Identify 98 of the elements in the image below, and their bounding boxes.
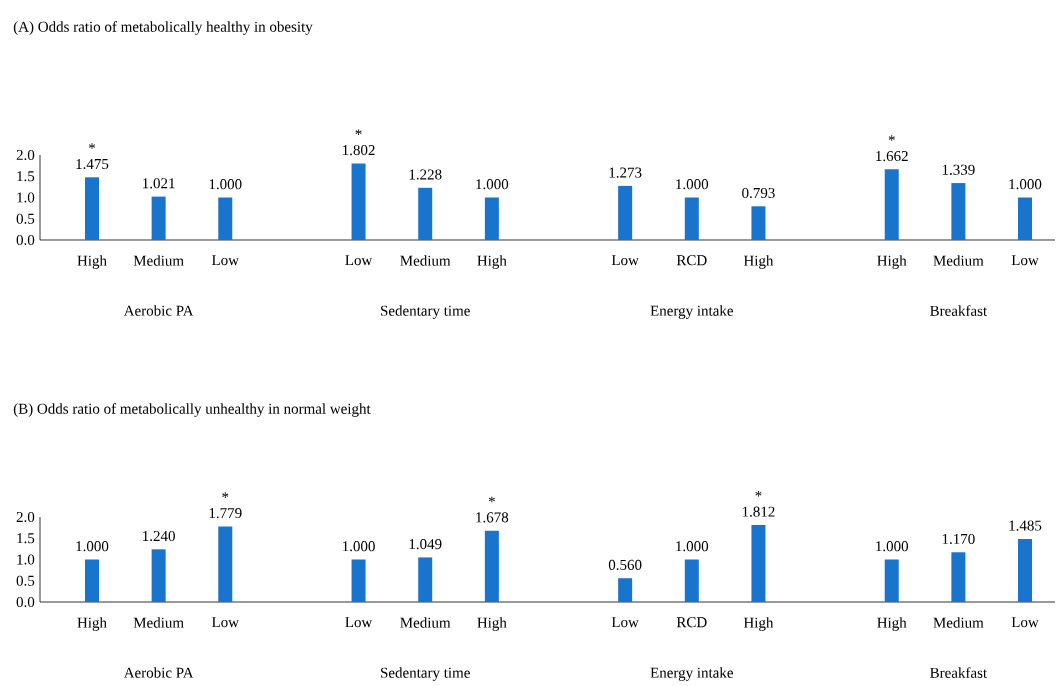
x-tick-label: RCD: [676, 617, 707, 628]
annotation: *: [488, 496, 495, 503]
bar: [884, 559, 899, 603]
y-tick-label: 2.0: [16, 511, 35, 523]
data-label: 1.812: [742, 506, 775, 517]
x-tick-label: RCD: [676, 255, 707, 266]
text: Sedentary time: [381, 667, 470, 681]
bar: [618, 578, 633, 603]
bar: [1018, 538, 1033, 603]
x-tick-label: High: [743, 255, 774, 269]
x-tick-label: Low: [611, 617, 639, 628]
bar: [484, 197, 499, 241]
text: Energy intake: [650, 305, 733, 319]
x-tick-label: High: [477, 617, 507, 631]
data-label: 0.560: [608, 559, 642, 571]
text: Aerobic PA: [123, 305, 194, 316]
chart-title: (A) Odds ratio of metabolically healthy in obesity: [13, 21, 313, 35]
bar: [951, 183, 966, 241]
bar: [1018, 197, 1033, 241]
bar: [951, 552, 966, 603]
data-label: 1.000: [876, 541, 909, 552]
x-tick-label: Medium: [400, 617, 451, 628]
bar: [751, 206, 766, 241]
bar: [218, 526, 233, 603]
y-tick-label: 0.5: [16, 213, 35, 224]
y-tick-label: 1.5: [17, 533, 35, 544]
data-label: 1.000: [676, 179, 709, 190]
bar: [84, 177, 99, 241]
y-tick-label: 0.0: [16, 596, 35, 608]
bar: [751, 525, 766, 603]
annotation: *: [888, 135, 895, 141]
bar: [418, 187, 433, 241]
bar: [684, 559, 699, 603]
x-tick-label: High: [877, 255, 907, 269]
data-label: 1.779: [209, 508, 242, 519]
x-tick-label: Medium: [400, 255, 451, 266]
annotation: *: [355, 129, 362, 135]
x-tick-label: High: [77, 617, 107, 631]
text: Breakfast: [930, 667, 988, 678]
data-label: 1.475: [76, 159, 109, 170]
y-tick-label: 1.0: [17, 192, 35, 203]
x-tick-label: Medium: [133, 617, 184, 628]
bar: [151, 196, 166, 241]
x-tick-label: Medium: [933, 617, 984, 628]
x-tick-label: Low: [345, 617, 373, 628]
data-label: 1.000: [209, 179, 242, 190]
data-label: 1.678: [476, 512, 509, 523]
chart-title: (B) Odds ratio of metabolically unhealthy in normal weight: [13, 403, 371, 417]
annotation: *: [755, 491, 762, 497]
data-label: 1.339: [942, 164, 975, 175]
data-label: 1.000: [676, 541, 709, 552]
bar: [351, 559, 366, 603]
x-tick-label: Medium: [133, 255, 184, 266]
bar: [484, 530, 499, 603]
data-label: 1.170: [942, 533, 975, 545]
data-label: 1.021: [143, 178, 175, 189]
data-label: 1.228: [409, 169, 442, 180]
data-label: 1.240: [143, 530, 175, 542]
data-label: 1.049: [409, 539, 442, 550]
data-label: 0.793: [742, 187, 775, 199]
data-label: 1.000: [1009, 179, 1042, 190]
x-tick-label: Low: [211, 255, 239, 266]
bar: [151, 549, 166, 603]
x-tick-label: Medium: [933, 255, 984, 266]
data-label: 1.000: [476, 179, 509, 190]
y-tick-label: 1.5: [17, 171, 35, 182]
x-tick-label: High: [877, 617, 907, 631]
data-label: 1.662: [876, 151, 908, 162]
text: Aerobic PA: [123, 667, 194, 678]
x-tick-label: Low: [1011, 255, 1039, 266]
x-tick-label: High: [77, 255, 107, 269]
bar: [884, 169, 899, 241]
bar: [618, 185, 633, 241]
x-tick-label: Low: [1011, 617, 1039, 628]
text: Breakfast: [930, 305, 988, 316]
annotation: *: [222, 492, 229, 498]
bar: [351, 163, 366, 241]
data-label: 1.485: [1009, 520, 1042, 531]
bar: [684, 197, 699, 241]
bar: [218, 197, 233, 241]
text: Sedentary time: [381, 305, 470, 319]
y-tick-label: 2.0: [16, 149, 35, 161]
bar: [418, 557, 433, 603]
y-tick-label: 0.0: [16, 234, 35, 246]
y-tick-label: 0.5: [16, 575, 35, 586]
x-tick-label: Low: [345, 255, 373, 266]
bar: [84, 559, 99, 603]
x-tick-label: High: [743, 617, 774, 631]
data-label: 1.802: [343, 145, 375, 156]
x-tick-label: Low: [211, 617, 239, 628]
x-tick-label: Low: [611, 255, 639, 266]
data-label: 1.000: [343, 541, 375, 552]
x-tick-label: High: [477, 255, 507, 269]
annotation: *: [88, 143, 96, 149]
y-tick-label: 1.0: [17, 554, 35, 565]
data-label: 1.273: [609, 167, 642, 178]
data-label: 1.000: [76, 541, 109, 552]
text: Energy intake: [650, 667, 733, 681]
